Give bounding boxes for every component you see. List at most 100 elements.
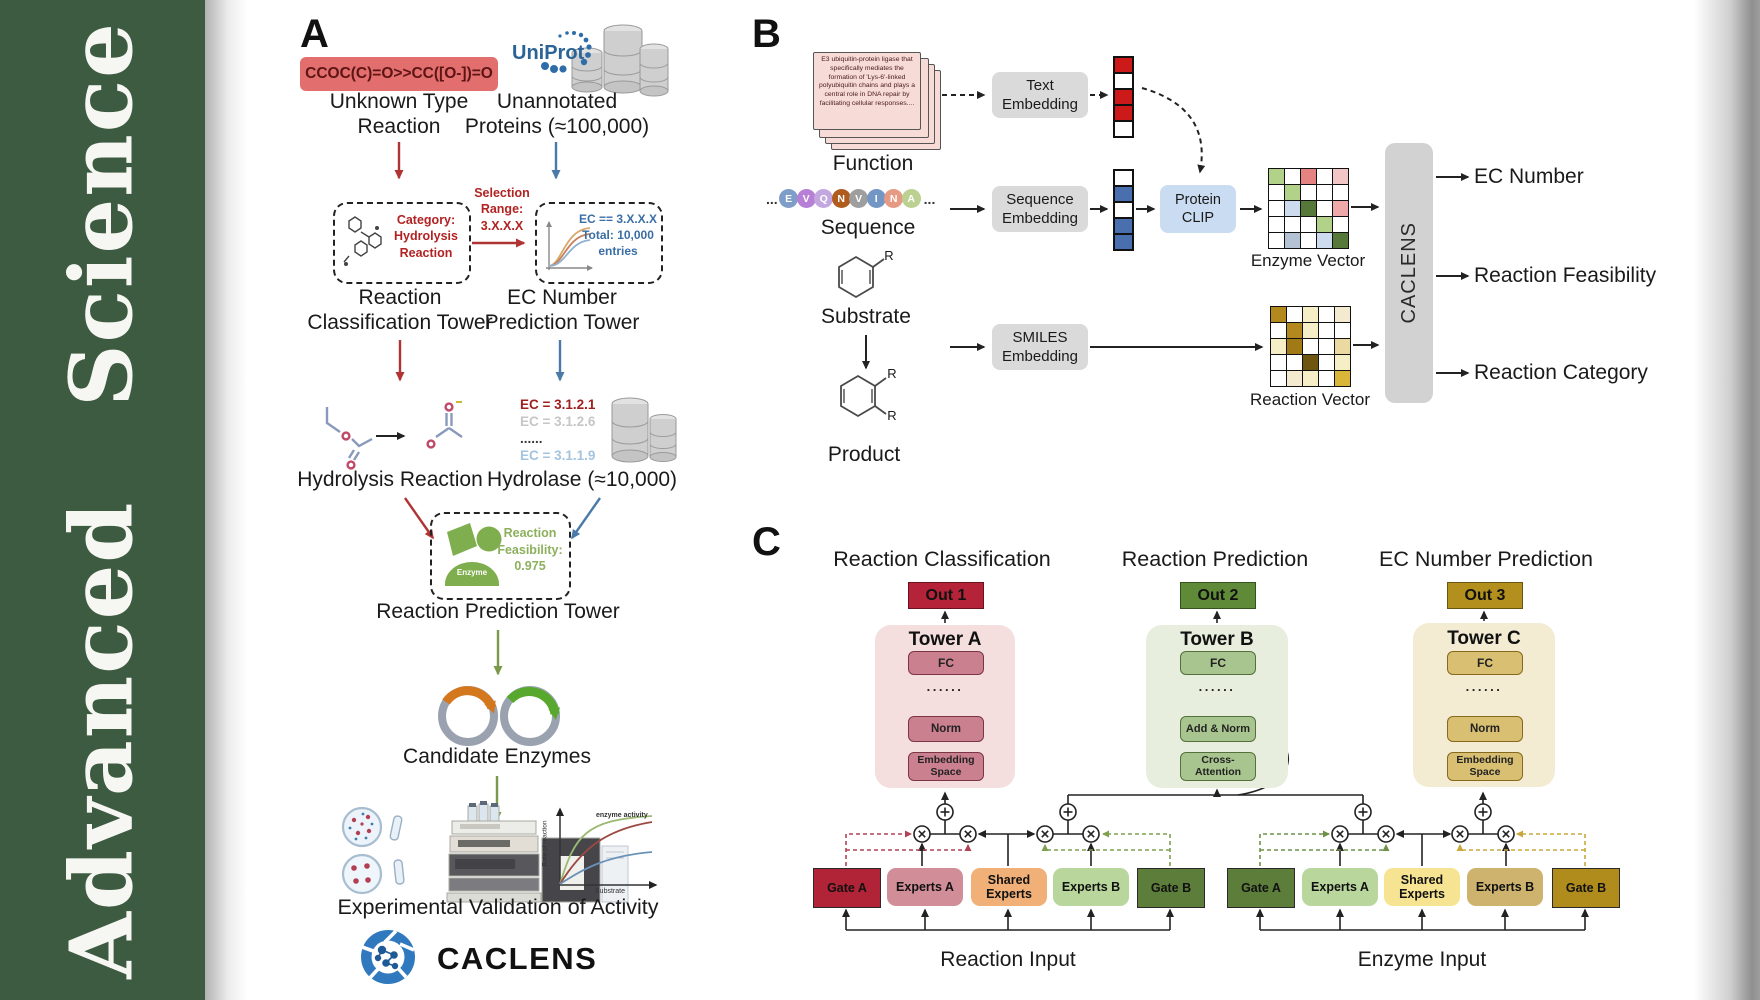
tower-a-norm: Norm (908, 716, 984, 742)
sequence-embedding-vector (1113, 169, 1134, 251)
function-label: Function (832, 152, 914, 175)
gate-connections (845, 830, 1586, 866)
uniprot-database-icon (541, 24, 669, 97)
selection-range-text: Selection Range: 3.X.X.X (474, 186, 530, 233)
enzyme-vector-matrix (1268, 168, 1349, 249)
output-ec-number: EC Number (1474, 165, 1584, 188)
product-r1-label: R (887, 366, 897, 381)
sequence-ellipsis: ... (766, 190, 778, 207)
sequence-label: Sequence (820, 216, 916, 239)
tower-a-embedding-space: Embedding Space (908, 752, 984, 781)
moe2-experts-b: Experts B (1467, 868, 1543, 906)
ec-box-text: EC == 3.X.X.X Total: 10,000 entries (578, 212, 658, 258)
caclens-module-bar: CACLENS (1385, 143, 1433, 403)
sequence-embedding-box: Sequence Embedding (992, 186, 1088, 232)
unannotated-proteins-label: Unannotated Proteins (≈100,000) (464, 90, 650, 138)
arrow-hydrolase-to-rpt (571, 497, 601, 540)
ec-mini-plot (546, 221, 593, 271)
unknown-reaction-label: Unknown Type Reaction (329, 90, 469, 138)
plasmid-icons (438, 686, 561, 746)
title-reaction-classification: Reaction Classification (833, 547, 1051, 571)
plot-ylabel: Rate of reaction (541, 820, 549, 867)
reaction-vector-label: Reaction Vector (1249, 390, 1370, 409)
product-molecule (840, 374, 887, 418)
out1-box: Out 1 (908, 582, 984, 609)
reaction-vector-matrix (1270, 306, 1351, 387)
moe1-experts-a: Experts A (887, 868, 963, 906)
moe2-gate-a: Gate A (1227, 868, 1295, 908)
hydrolysis-label: Hydrolysis Reaction (297, 468, 483, 491)
panel-a-label: A (300, 12, 329, 56)
text-embedding-vector (1113, 56, 1134, 138)
substrate-molecule (838, 255, 885, 299)
caclens-bar-text: CACLENS (1397, 222, 1420, 324)
feasibility-text: Reaction Feasibility: 0.975 (497, 526, 563, 573)
tower-a-name: Tower A (908, 629, 982, 650)
tower-c-norm: Norm (1447, 716, 1523, 742)
reaction-prediction-tower-label: Reaction Prediction Tower (376, 600, 620, 623)
petri-dish-icons (341, 806, 405, 895)
function-card: E3 ubiquitin-protein ligase that specifi… (813, 52, 921, 130)
category-text: Category: Hydrolysis Reaction (394, 213, 458, 260)
tower-b-name: Tower B (1180, 629, 1254, 650)
hydrolase-database-icon (611, 397, 677, 463)
moe1-shared-experts: Shared Experts (971, 868, 1047, 906)
product-r2-label: R (887, 408, 897, 423)
hplc-machine-icon (446, 801, 629, 903)
acetate-molecule (426, 401, 463, 449)
tower-c-name: Tower C (1447, 628, 1521, 649)
moe-routing (842, 788, 1589, 931)
tower-b-add-norm: Add & Norm (1180, 716, 1256, 742)
moe2-shared-experts: Shared Experts (1384, 868, 1460, 906)
smiles-embedding-box: SMILES Embedding (992, 324, 1088, 370)
enzyme-badge-label: Enzyme (456, 568, 488, 577)
plot-curve-label: enzyme activity (596, 812, 648, 819)
molecule-scribbles (343, 216, 382, 266)
moe1-gate-b: Gate B (1137, 868, 1205, 908)
classification-dashed-box (333, 202, 471, 284)
ec-prediction-tower-label: EC Number Prediction Tower (484, 286, 640, 334)
feasibility-dashed-box (430, 512, 571, 600)
sequence-ellipsis: ... (923, 190, 936, 207)
activity-plot (556, 807, 658, 889)
out2-box: Out 2 (1180, 582, 1256, 609)
out3-box: Out 3 (1447, 582, 1523, 609)
substrate-r-label: R (884, 248, 894, 263)
page-right-shadow (1694, 0, 1760, 1000)
ec-list-item: EC = 3.1.2.1 (520, 397, 596, 412)
tower-b-dots: ...... (1198, 679, 1236, 694)
protein-clip-box: Protein CLIP (1160, 185, 1236, 233)
output-reaction-feasibility: Reaction Feasibility (1474, 264, 1657, 287)
text-embedding-box: Text Embedding (992, 72, 1088, 118)
ec-dashed-box (535, 202, 663, 284)
enzyme-input-label: Enzyme Input (1357, 948, 1487, 971)
journal-sidebar: Advanced Science (0, 0, 205, 1000)
output-reaction-category: Reaction Category (1474, 361, 1648, 384)
enzyme-vector-label: Enzyme Vector (1250, 251, 1366, 270)
moe-operators (913, 803, 1515, 843)
reaction-input-label: Reaction Input (940, 948, 1076, 971)
enzyme-icon (445, 523, 502, 586)
title-reaction-prediction: Reaction Prediction (1121, 547, 1309, 571)
moe1-experts-b: Experts B (1053, 868, 1129, 906)
ester-molecule (325, 407, 373, 470)
arrow-hydrolysis-to-rpt (404, 497, 434, 540)
tower-a-fc: FC (908, 651, 984, 675)
panel-c-label: C (752, 520, 781, 564)
moe2-experts-a: Experts A (1302, 868, 1378, 906)
moe1-gate-a: Gate A (813, 868, 881, 908)
moe2-gate-b: Gate B (1552, 868, 1620, 908)
hydrolase-label: Hydrolase (≈10,000) (486, 468, 678, 491)
smiles-reaction-box: CCOC(C)=O>>CC([O-])=O (300, 57, 498, 91)
tower-c-fc: FC (1447, 651, 1523, 675)
tower-c-embedding-space: Embedding Space (1447, 752, 1523, 781)
page-left-shadow (205, 0, 247, 1000)
uniprot-logo-text: UniProt (512, 42, 585, 64)
plot-xlabel: Substrate (595, 888, 625, 895)
ec-list-item: ...... (520, 431, 543, 446)
arrow-textvec-to-clip (1141, 87, 1206, 174)
product-label: Product (827, 443, 901, 466)
